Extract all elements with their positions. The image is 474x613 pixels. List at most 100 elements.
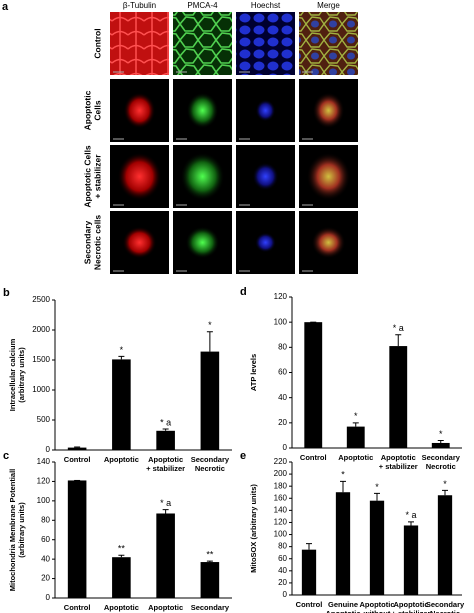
bar <box>346 426 365 448</box>
y-tick-label: 80 <box>278 342 287 351</box>
micrograph <box>299 12 358 75</box>
y-tick-label: 60 <box>278 368 287 377</box>
x-tick-label: Control <box>296 600 323 609</box>
x-tick-label: + stabilizer <box>146 612 185 613</box>
y-tick-label: 0 <box>46 593 51 602</box>
error-bar <box>408 521 414 526</box>
error-bar <box>352 422 359 427</box>
y-tick-label: 80 <box>278 542 287 551</box>
x-tick-label: Secondary <box>191 603 230 612</box>
error-bar <box>306 543 312 550</box>
row-label: Apoptotic Cells <box>82 145 92 208</box>
bar <box>369 500 385 595</box>
y-tick-label: 100 <box>274 317 288 326</box>
x-tick-label: Control <box>64 603 91 612</box>
y-tick-label: 100 <box>37 496 51 505</box>
bar <box>431 442 450 448</box>
x-tick-label: Necrotic <box>426 462 456 471</box>
x-tick-label: Control <box>300 453 327 462</box>
row-label: Secondary <box>82 220 92 264</box>
cell <box>117 152 162 201</box>
y-tick-label: 0 <box>283 590 288 599</box>
y-tick-label: 140 <box>37 457 51 466</box>
y-tick-label: 160 <box>274 493 288 502</box>
error-bar <box>118 355 125 360</box>
y-tick-label: 40 <box>278 393 287 402</box>
annotation: * a <box>405 510 416 520</box>
column-header: PMCA-4 <box>187 1 218 10</box>
error-bar <box>162 428 169 431</box>
y-axis-label: MitoSOX (arbitrary units) <box>249 484 258 573</box>
x-tick-label: without <box>363 609 391 613</box>
annotation: * <box>120 345 124 355</box>
x-tick-label: Apoptotic <box>381 453 416 462</box>
cell <box>186 92 219 129</box>
y-tick-label: 0 <box>283 443 288 452</box>
annotation: * <box>443 479 447 489</box>
x-tick-label: Apoptotic <box>394 600 429 609</box>
y-tick-label: 180 <box>274 481 288 490</box>
row-label: Apoptotic <box>82 90 92 130</box>
annotation: * <box>439 429 443 439</box>
x-tick-label: Necrotic <box>195 464 225 473</box>
bar <box>304 322 323 448</box>
bar <box>301 549 317 595</box>
y-axis-label: Intracellular calcium <box>8 338 17 411</box>
y-tick-label: 40 <box>41 554 50 563</box>
y-tick-label: 500 <box>37 415 51 424</box>
bar <box>112 557 131 598</box>
x-tick-label: Apoptotic <box>360 600 395 609</box>
x-tick-label: Control <box>64 455 91 464</box>
annotation: * <box>341 470 345 480</box>
y-tick-label: 140 <box>274 505 288 514</box>
error-bar <box>437 439 444 443</box>
y-tick-label: 40 <box>278 566 287 575</box>
micrograph-grid <box>110 12 358 274</box>
panel-label: b <box>3 287 10 299</box>
x-tick-label: Secondary <box>426 600 465 609</box>
x-tick-label: Necrotic <box>195 612 225 613</box>
annotation: * a <box>160 498 171 508</box>
bar <box>437 495 453 595</box>
x-tick-label: Apoptotic <box>326 609 361 613</box>
x-tick-label: Genuine <box>328 600 358 609</box>
cell <box>123 92 156 129</box>
y-tick-label: 220 <box>274 457 288 466</box>
y-axis-label: ATP levels <box>249 354 258 391</box>
cell <box>306 152 351 201</box>
y-tick-label: 1500 <box>32 355 50 364</box>
y-tick-label: 20 <box>41 574 50 583</box>
column-header: Merge <box>317 1 340 10</box>
y-tick-label: 0 <box>46 445 51 454</box>
panel-label: d <box>240 286 247 298</box>
x-tick-label: + stabilizer <box>379 462 418 471</box>
x-tick-label: Secondary <box>191 455 230 464</box>
annotation: ** <box>206 549 214 559</box>
cell <box>255 99 276 122</box>
y-axis-label: (arbitrary units) <box>17 502 26 558</box>
x-tick-label: Secondary <box>422 453 461 462</box>
x-tick-label: + stabilizer <box>392 609 431 613</box>
error-bar <box>395 334 402 347</box>
micrograph <box>110 12 169 75</box>
y-tick-label: 120 <box>274 292 288 301</box>
x-tick-label: Apoptotic <box>104 603 139 612</box>
y-tick-label: 120 <box>37 477 51 486</box>
panel-label: e <box>240 450 246 462</box>
cell <box>180 152 225 201</box>
error-bar <box>442 489 448 496</box>
annotation: * <box>208 320 212 330</box>
y-tick-label: 1000 <box>32 385 50 394</box>
bar <box>200 351 220 450</box>
row-label: Cells <box>92 100 102 121</box>
cell <box>311 226 346 259</box>
y-tick-label: 80 <box>41 515 50 524</box>
row-label: Necrotic cells <box>92 215 102 271</box>
micrograph <box>173 12 232 75</box>
error-bar <box>374 492 380 501</box>
bar <box>200 562 220 598</box>
y-tick-label: 20 <box>278 418 287 427</box>
row-label: + stabilizer <box>92 154 102 199</box>
error-bar <box>162 509 169 514</box>
